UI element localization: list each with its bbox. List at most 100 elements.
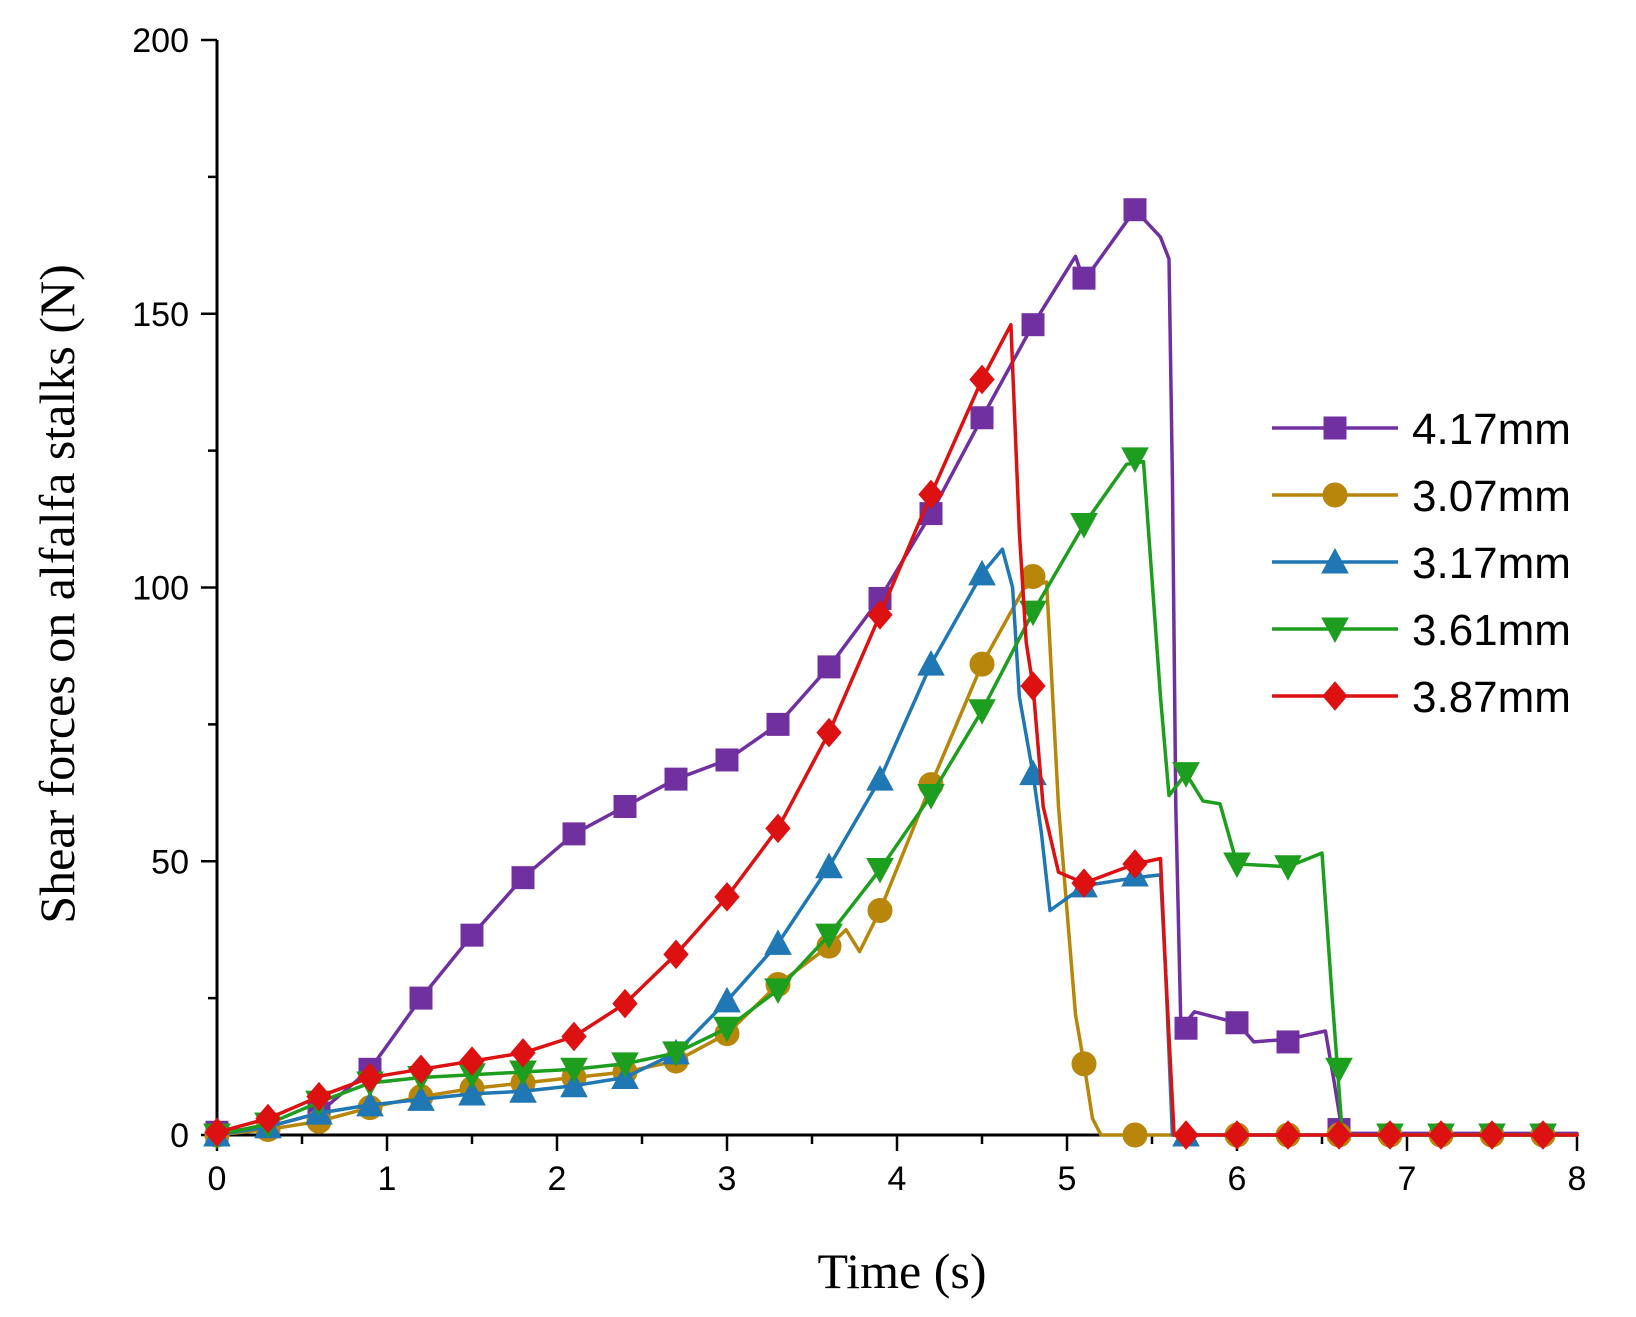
legend-marker [1321, 617, 1349, 644]
x-tick-label: 8 [1568, 1160, 1587, 1198]
data-point [713, 1016, 741, 1043]
legend-label: 3.61mm [1412, 606, 1571, 655]
legend-item: 3.87mm [1272, 673, 1571, 722]
data-point [1377, 1120, 1403, 1150]
legend: 4.17mm 3.07mm 3.17mm 3.61mm 3.87mm [1272, 405, 1571, 722]
data-point [562, 822, 586, 846]
data-point [765, 813, 791, 844]
legend-label: 4.17mm [1412, 405, 1571, 454]
data-point [766, 712, 790, 736]
x-tick-label: 2 [548, 1160, 567, 1198]
data-point [204, 1117, 230, 1148]
data-point [867, 600, 893, 630]
x-tick-label: 1 [378, 1160, 397, 1198]
data-point [866, 857, 894, 884]
x-tick-label: 7 [1398, 1160, 1417, 1198]
data-point [968, 699, 996, 725]
data-point [613, 795, 637, 818]
series-3.61mm [203, 447, 1579, 1150]
data-point [560, 1057, 588, 1084]
y-tick-label: 100 [132, 570, 189, 608]
data-point [764, 929, 792, 955]
y-tick-label: 200 [132, 22, 189, 60]
data-point [1275, 1120, 1301, 1150]
data-point [1071, 1051, 1097, 1077]
data-point [1070, 513, 1098, 539]
series-4.17mm [205, 198, 1579, 1144]
data-point [510, 1038, 536, 1068]
data-point [815, 852, 843, 879]
data-point [816, 717, 842, 748]
legend-label: 3.17mm [1412, 539, 1571, 588]
data-point [1224, 1120, 1250, 1150]
data-point [1020, 671, 1046, 701]
series-line [215, 580, 1579, 1137]
data-point [561, 1021, 587, 1052]
data-point [1020, 564, 1046, 590]
data-point [970, 406, 994, 430]
axes: 0 1 2 3 4 5 6 7 8 0 50 100 150 200 [132, 22, 1586, 1198]
data-point [1223, 852, 1251, 879]
data-point [511, 866, 535, 890]
legend-item: 3.07mm [1272, 472, 1571, 521]
legend-item: 3.17mm [1272, 539, 1571, 588]
y-tick-label: 50 [151, 843, 189, 881]
data-point [1276, 1030, 1300, 1054]
x-tick-label: 4 [888, 1160, 907, 1198]
data-point [917, 650, 945, 676]
data-point [1530, 1120, 1556, 1150]
data-point [1225, 1011, 1249, 1035]
y-axis-title: Shear forces on alfalfa stalks (N) [29, 264, 85, 923]
data-point [1122, 849, 1148, 879]
data-point [408, 1054, 434, 1085]
data-point [1121, 447, 1149, 473]
data-point [1325, 1057, 1353, 1084]
data-point [356, 1090, 384, 1117]
data-point [1172, 762, 1200, 788]
data-point [459, 1046, 485, 1076]
x-tick-label: 3 [718, 1160, 737, 1198]
data-point [611, 1052, 639, 1078]
data-point [764, 978, 792, 1004]
data-point [509, 1077, 537, 1103]
data-point [1274, 855, 1302, 881]
data-point [1173, 1120, 1199, 1150]
data-point [1479, 1120, 1505, 1150]
data-point [458, 1079, 486, 1106]
data-point [407, 1085, 435, 1111]
data-point [460, 923, 484, 947]
legend-marker [1322, 482, 1348, 508]
series-3.87mm [204, 322, 1579, 1150]
legend-marker [1321, 547, 1349, 574]
data-point [866, 765, 894, 791]
series-line [215, 322, 1579, 1137]
data-point [867, 898, 893, 924]
data-point [662, 1041, 690, 1067]
series-line [215, 547, 1579, 1137]
data-point [968, 559, 996, 586]
data-point [969, 651, 995, 677]
data-point [1174, 1016, 1198, 1040]
x-tick-label: 6 [1228, 1160, 1247, 1198]
data-point [917, 784, 945, 810]
data-point [357, 1062, 383, 1093]
x-axis-title: Time (s) [817, 1243, 986, 1299]
legend-item: 4.17mm [1272, 405, 1571, 454]
data-point [1428, 1120, 1454, 1150]
legend-item: 3.61mm [1272, 606, 1571, 655]
data-point [713, 986, 741, 1013]
data-point [663, 939, 689, 970]
data-point [815, 923, 843, 950]
data-point [1326, 1120, 1352, 1150]
data-point [817, 655, 841, 679]
data-point [1071, 868, 1097, 898]
data-point [918, 479, 944, 510]
data-point [715, 748, 739, 772]
y-tick-label: 0 [170, 1117, 189, 1155]
data-point [1021, 313, 1045, 337]
data-point [409, 986, 433, 1010]
data-point [1122, 1122, 1148, 1148]
x-tick-label: 5 [1058, 1160, 1077, 1198]
data-point [969, 364, 995, 395]
